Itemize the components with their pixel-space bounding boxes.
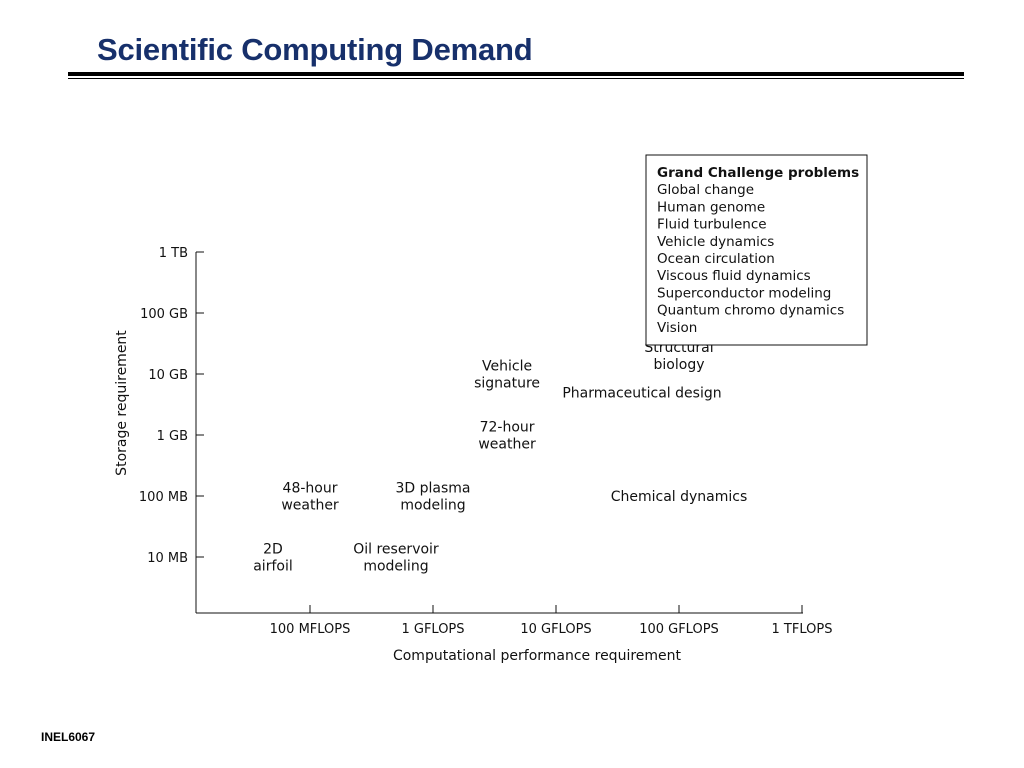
data-label-line: Chemical dynamics — [611, 489, 748, 505]
y-axis-title: Storage requirement — [114, 330, 130, 476]
axes — [195, 251, 803, 614]
x-tick-label: 1 GFLOPS — [401, 622, 464, 637]
legend-item: Ocean circulation — [657, 251, 775, 267]
legend-item: Vehicle dynamics — [657, 234, 774, 250]
y-tick-label: 1 TB — [159, 246, 188, 261]
data-label-line: modeling — [400, 498, 465, 514]
legend-item: Global change — [657, 182, 754, 198]
data-point-label: Pharmaceutical design — [562, 385, 721, 401]
data-label-line: airfoil — [253, 559, 293, 575]
x-tick-label: 100 MFLOPS — [270, 622, 351, 637]
x-tick-label: 100 GFLOPS — [639, 622, 719, 637]
data-label-line: 2D — [263, 542, 283, 558]
legend-item: Viscous fluid dynamics — [657, 268, 811, 284]
y-tick-label: 10 MB — [147, 551, 188, 566]
data-point-label: Chemical dynamics — [611, 489, 748, 505]
y-tick-label: 100 MB — [139, 490, 188, 505]
title-rule-thin — [68, 78, 964, 79]
data-label-line: 48-hour — [283, 481, 338, 497]
slide-title: Scientific Computing Demand — [97, 32, 533, 67]
legend-title: Grand Challenge problems — [657, 165, 859, 181]
legend-box — [645, 154, 868, 346]
legend-item: Human genome — [657, 199, 765, 215]
data-label-line: weather — [478, 437, 536, 453]
legend-item: Vision — [657, 320, 697, 336]
data-label-line: biology — [654, 357, 705, 373]
footer-text: INEL6067 — [41, 730, 96, 744]
legend-item: Fluid turbulence — [657, 217, 767, 233]
tick-labels: 10 MB 100 MB 1 GB 10 GB 100 GB 1 TB 100 MFLOPS… — [114, 246, 832, 664]
data-label-line: signature — [474, 376, 540, 392]
data-label-line: modeling — [363, 559, 428, 575]
legend-item: Quantum chromo dynamics — [657, 303, 844, 319]
data-label-line: Oil reservoir — [353, 542, 439, 558]
data-label-line: 3D plasma — [395, 481, 470, 497]
x-tick-label: 10 GFLOPS — [520, 622, 591, 637]
data-label-line: weather — [281, 498, 339, 514]
data-label-line: Pharmaceutical design — [562, 385, 721, 401]
legend-item: Superconductor modeling — [657, 285, 831, 301]
y-tick-label: 10 GB — [148, 368, 188, 383]
data-label-line: Vehicle — [482, 359, 532, 375]
y-tick-label: 100 GB — [140, 307, 188, 322]
x-tick-label: 1 TFLOPS — [772, 622, 833, 637]
data-label-line: 72-hour — [480, 420, 535, 436]
x-axis-title: Computational performance requirement — [393, 648, 682, 664]
y-tick-label: 1 GB — [157, 429, 188, 444]
title-rule-thick — [68, 72, 964, 76]
